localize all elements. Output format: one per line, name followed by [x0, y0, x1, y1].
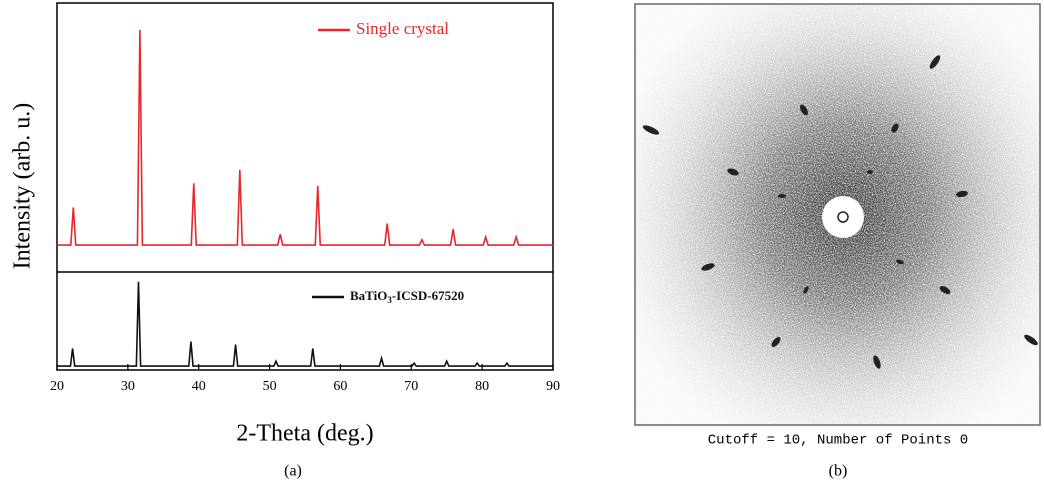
x-tick-label: 90 — [546, 379, 560, 394]
figure: Single crystal Intensity (arb. u.) BaTiO3-… — [0, 0, 1044, 488]
x-tick-label: 60 — [333, 379, 347, 394]
x-axis-label: 2-Theta (deg.) — [236, 421, 373, 447]
panel-caption: (a) — [284, 463, 302, 480]
series-line — [57, 30, 553, 245]
legend-text: BaTiO — [350, 288, 387, 303]
panel-caption: (b) — [829, 463, 848, 480]
series-line — [57, 282, 553, 366]
plot-frame — [57, 3, 553, 370]
x-tick-label: 80 — [475, 379, 489, 394]
page: {"chart_data": [ {"type": "line", "xlim"… — [0, 0, 1044, 488]
y-axis-label: Intensity (arb. u.) — [10, 103, 36, 270]
image-caption: Cutoff = 10, Number of Points 0 — [708, 433, 968, 449]
legend-label: Single crystal — [356, 19, 449, 38]
x-tick-label: 40 — [192, 379, 206, 394]
x-tick-label: 20 — [50, 379, 64, 394]
x-tick-label: 70 — [404, 379, 418, 394]
laue-image — [635, 4, 1040, 425]
legend-text: -ICSD-67520 — [392, 288, 464, 303]
x-tick-label: 30 — [121, 379, 135, 394]
x-tick-label: 50 — [263, 379, 277, 394]
plot-layer: Single crystal Intensity (arb. u.) BaTiO3-… — [10, 19, 561, 447]
legend-label: BaTiO3-ICSD-67520 — [350, 288, 464, 305]
